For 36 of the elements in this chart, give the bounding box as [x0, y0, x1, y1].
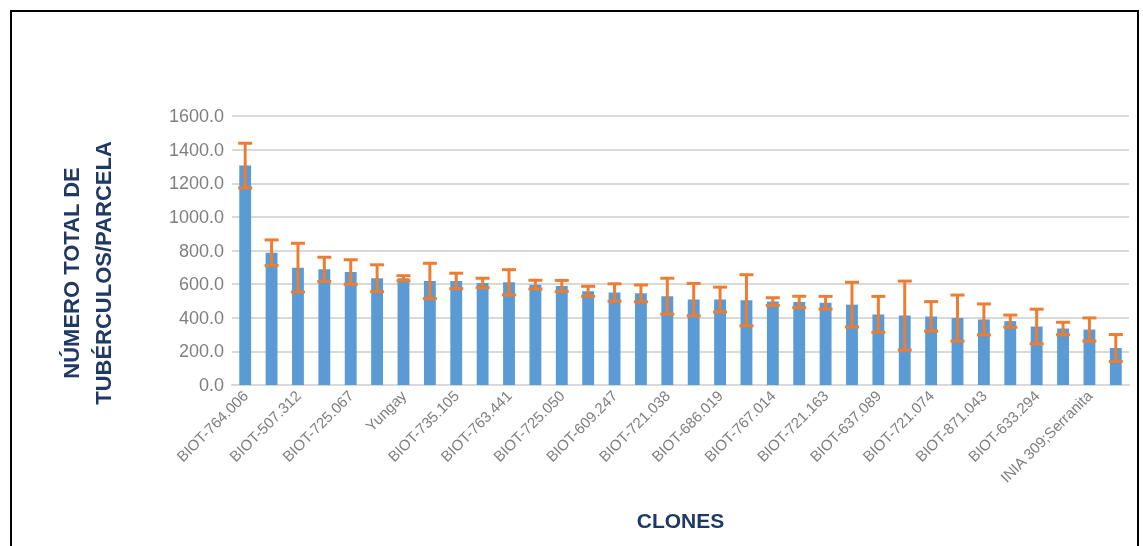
y-axis-title: NÚMERO TOTAL DE TUBÉRCULOS/PARCELA: [58, 141, 116, 405]
y-tick-label: 0.0: [198, 375, 224, 395]
y-tick-label: 1000.0: [168, 206, 224, 227]
y-tick-label: 400.0: [178, 307, 224, 328]
bar: [1004, 321, 1017, 385]
y-tick-label: 800.0: [178, 240, 224, 261]
bar: [714, 299, 727, 385]
bar: [292, 267, 304, 385]
bar: [661, 296, 674, 385]
bar: [819, 302, 832, 385]
bar: [766, 301, 779, 385]
y-tick-label: 1600.0: [168, 106, 224, 126]
bar: [793, 301, 806, 385]
bar: [423, 280, 436, 385]
bar: [977, 319, 990, 385]
bar: [555, 285, 568, 385]
bar: [582, 291, 595, 385]
bar: [503, 282, 515, 385]
y-tick-label: 200.0: [178, 341, 224, 362]
bar: [371, 278, 384, 385]
y-tick-label: 1400.0: [168, 139, 224, 160]
y-tick-label: 1200.0: [168, 173, 224, 194]
x-axis-title: CLONES: [636, 509, 725, 532]
bar: [318, 269, 331, 385]
bar: [687, 299, 700, 385]
bar: [476, 282, 489, 385]
bar: [239, 165, 252, 385]
bar: [634, 293, 647, 385]
bar: [529, 284, 542, 385]
bar: [397, 278, 410, 385]
bar: [925, 316, 938, 385]
bar: [1057, 328, 1069, 385]
bar: [344, 272, 357, 385]
y-tick-label: 600.0: [178, 274, 224, 295]
bar: [265, 252, 278, 385]
bar: [450, 280, 463, 385]
